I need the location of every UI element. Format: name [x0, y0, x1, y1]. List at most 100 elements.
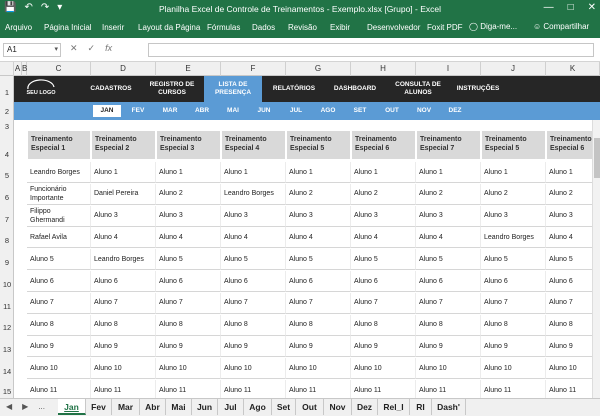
table-cell[interactable]: Aluno 7 — [286, 292, 351, 314]
maximize-icon[interactable]: □ — [567, 2, 574, 13]
table-cell[interactable]: Aluno 6 — [91, 271, 156, 292]
table-cell[interactable]: Aluno 10 — [221, 358, 286, 380]
table-cell[interactable]: Aluno 6 — [27, 271, 91, 292]
table-cell[interactable]: Aluno 4 — [416, 227, 481, 249]
table-cell[interactable]: Aluno 11 — [221, 380, 286, 398]
nav-consulta-de-alunos[interactable]: CONSULTA DE ALUNOS — [395, 81, 441, 96]
sheet-tab[interactable]: RI — [410, 399, 432, 415]
save-icon[interactable]: 💾 — [4, 2, 17, 13]
sheet-tab[interactable]: Dez — [352, 399, 378, 415]
sheet-tab[interactable]: Jan — [58, 399, 86, 415]
table-cell[interactable]: Aluno 1 — [286, 162, 351, 183]
row-header[interactable]: 9 — [4, 258, 10, 267]
table-cell[interactable]: Aluno 11 — [156, 380, 221, 398]
month-out[interactable]: OUT — [385, 107, 399, 114]
nav-instrucoes[interactable]: INSTRUÇÕES — [456, 85, 500, 92]
column-header[interactable]: G — [286, 62, 351, 76]
function-icon[interactable]: fx — [105, 43, 113, 53]
table-cell[interactable]: Daniel Pereira — [91, 183, 156, 205]
row-header[interactable]: 4 — [4, 150, 10, 159]
table-cell[interactable]: Aluno 3 — [156, 205, 221, 227]
table-cell[interactable]: Aluno 4 — [91, 227, 156, 249]
row-header[interactable]: 3 — [4, 122, 10, 131]
sheet-tab[interactable]: Fev — [86, 399, 112, 415]
table-cell[interactable]: Aluno 7 — [27, 292, 91, 314]
table-cell[interactable]: Aluno 1 — [351, 162, 416, 183]
sheet-tab[interactable]: Dash' — [432, 399, 466, 415]
tab-exibir[interactable]: Exibir — [330, 23, 351, 32]
table-cell[interactable]: Aluno 2 — [416, 183, 481, 205]
table-cell[interactable]: Aluno 7 — [91, 292, 156, 314]
month-abr[interactable]: ABR — [194, 107, 210, 114]
table-cell[interactable]: Aluno 3 — [221, 205, 286, 227]
month-jun[interactable]: JUN — [257, 107, 271, 114]
table-cell[interactable]: Aluno 9 — [156, 336, 221, 358]
table-cell[interactable]: Aluno 9 — [286, 336, 351, 358]
close-icon[interactable]: ✕ — [587, 2, 596, 13]
row-header[interactable]: 7 — [4, 215, 10, 224]
redo-icon[interactable]: ↷ — [40, 2, 50, 13]
table-cell[interactable]: Aluno 6 — [481, 271, 546, 292]
month-mar[interactable]: MAR — [162, 107, 178, 114]
table-cell[interactable]: Aluno 8 — [481, 314, 546, 336]
select-all-corner[interactable] — [0, 62, 14, 76]
tab-layout[interactable]: Layout da Página — [138, 23, 201, 32]
table-cell[interactable]: Aluno 9 — [221, 336, 286, 358]
table-cell[interactable]: Aluno 5 — [416, 249, 481, 271]
table-cell[interactable]: Aluno 5 — [221, 249, 286, 271]
row-header[interactable]: 1 — [4, 88, 10, 97]
table-cell[interactable]: Aluno 8 — [156, 314, 221, 336]
table-cell[interactable]: Aluno 9 — [27, 336, 91, 358]
row-header[interactable]: 13 — [2, 345, 12, 354]
table-cell[interactable]: Aluno 10 — [416, 358, 481, 380]
row-header[interactable]: 8 — [4, 236, 10, 245]
table-cell[interactable]: Aluno 9 — [91, 336, 156, 358]
month-fev[interactable]: FEV — [131, 107, 145, 114]
row-header[interactable]: 14 — [2, 367, 12, 376]
table-cell[interactable]: Aluno 9 — [416, 336, 481, 358]
sheet-tab[interactable]: Ago — [244, 399, 272, 415]
row-header[interactable]: 12 — [2, 323, 12, 332]
column-header[interactable]: E — [156, 62, 221, 76]
tab-arquivo[interactable]: Arquivo — [5, 23, 33, 32]
row-header[interactable]: 2 — [4, 107, 10, 116]
sheet-tab[interactable]: Out — [296, 399, 324, 415]
tab-inserir[interactable]: Inserir — [102, 23, 125, 32]
table-cell[interactable]: Aluno 11 — [481, 380, 546, 398]
table-cell[interactable]: Leandro Borges — [221, 183, 286, 205]
undo-icon[interactable]: ↶ — [24, 2, 33, 13]
table-cell[interactable]: Aluno 4 — [156, 227, 221, 249]
nav-registro-de-cursos[interactable]: REGISTRO DE CURSOS — [149, 81, 195, 96]
more-sheets-left[interactable]: ... — [38, 402, 45, 411]
table-cell[interactable]: Aluno 8 — [221, 314, 286, 336]
next-sheet-icon[interactable]: ▶ — [22, 402, 29, 411]
prev-sheet-icon[interactable]: ◀ — [6, 402, 13, 411]
table-cell[interactable]: Aluno 5 — [481, 249, 546, 271]
table-cell[interactable]: Aluno 8 — [416, 314, 481, 336]
month-jan[interactable]: JAN — [93, 105, 121, 117]
table-cell[interactable]: Leandro Borges — [91, 249, 156, 271]
month-ago[interactable]: AGO — [320, 107, 336, 114]
sheet-tab[interactable]: Nov — [324, 399, 352, 415]
table-cell[interactable]: Aluno 11 — [286, 380, 351, 398]
column-header[interactable]: D — [91, 62, 156, 76]
nav-lista-de-presenca[interactable]: LISTA DE PRESENÇA — [204, 76, 262, 102]
check-icon[interactable]: ✓ — [87, 43, 96, 53]
column-header[interactable]: F — [221, 62, 286, 76]
table-cell[interactable]: Aluno 10 — [286, 358, 351, 380]
table-cell[interactable]: Rafael Avila — [27, 227, 91, 249]
table-cell[interactable]: Aluno 6 — [416, 271, 481, 292]
table-cell[interactable]: Aluno 9 — [481, 336, 546, 358]
tab-desenvolvedor[interactable]: Desenvolvedor — [367, 23, 421, 32]
tab-foxit-pdf[interactable]: Foxit PDF — [427, 23, 463, 32]
table-cell[interactable]: Aluno 5 — [286, 249, 351, 271]
scrollbar-thumb[interactable] — [594, 138, 600, 178]
table-cell[interactable]: Aluno 4 — [351, 227, 416, 249]
table-cell[interactable]: Aluno 5 — [27, 249, 91, 271]
tab-formulas[interactable]: Fórmulas — [207, 23, 241, 32]
table-cell[interactable]: Aluno 11 — [351, 380, 416, 398]
table-cell[interactable]: Aluno 8 — [91, 314, 156, 336]
table-cell[interactable]: Funcionário Importante — [27, 183, 91, 205]
sheet-tab[interactable]: Mai — [166, 399, 192, 415]
minimize-icon[interactable]: — — [543, 2, 554, 13]
